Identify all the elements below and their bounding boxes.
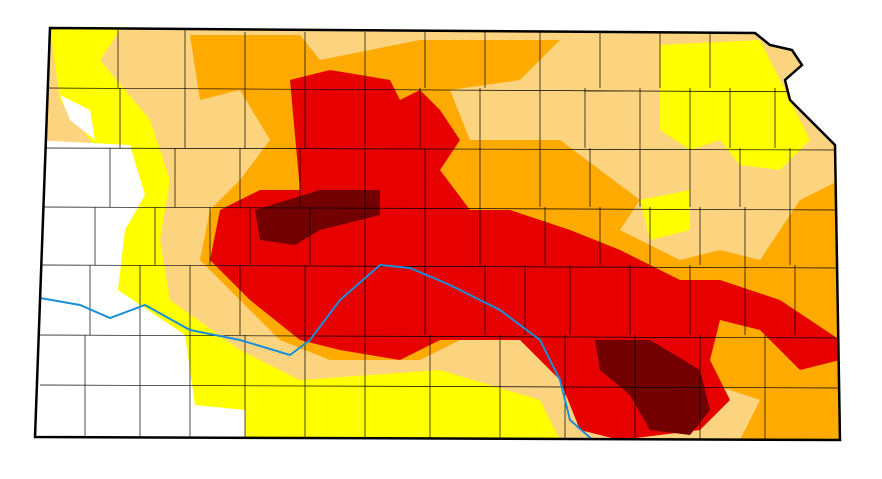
state-border	[33, 26, 842, 442]
drought-layers	[35, 28, 840, 440]
yellow-area	[640, 190, 690, 240]
no-drought-area	[35, 140, 245, 440]
yellow-area	[660, 40, 810, 170]
extreme-drought	[255, 190, 380, 245]
severe-drought	[210, 70, 840, 440]
county-lines	[39, 30, 840, 440]
no-drought-area	[60, 95, 95, 140]
river	[39, 263, 596, 440]
